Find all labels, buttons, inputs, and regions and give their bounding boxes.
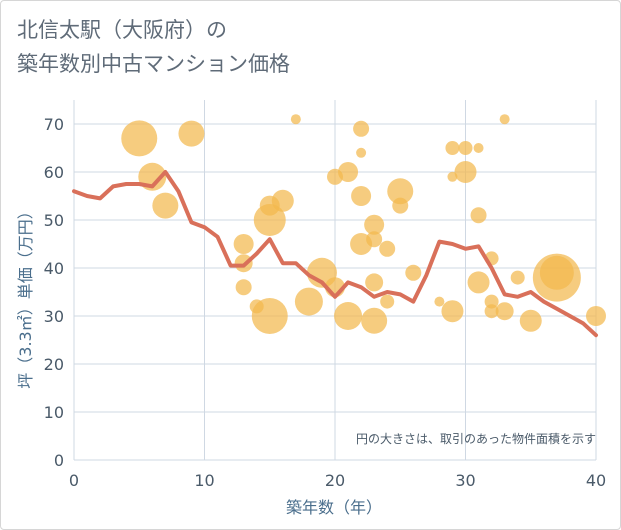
x-tick-label: 20 (325, 471, 345, 490)
bubble-point (294, 287, 323, 316)
x-axis-title: 築年数（年） (286, 498, 382, 517)
bubble-point (586, 306, 606, 326)
bubble-point (473, 143, 484, 153)
bubble-point (532, 253, 581, 302)
bubble-point (405, 264, 422, 281)
bubble-point (364, 214, 385, 235)
y-tick-label: 40 (44, 259, 64, 278)
bubble-point (365, 273, 384, 292)
title-line-2: 築年数別中古マンション価格 (17, 52, 290, 76)
y-axis-title: 坪（3.3㎡）単価（万円） (16, 203, 35, 388)
bubble-point (251, 298, 288, 334)
bubble-point (458, 141, 473, 155)
bubble-point (290, 114, 301, 125)
bubble-point (495, 302, 514, 321)
bubble-point (121, 120, 158, 157)
x-tick-label: 40 (586, 471, 606, 490)
bubble-point (387, 178, 414, 205)
y-axis-ticks: 0 10 20 30 40 50 60 70 (44, 115, 64, 470)
y-tick-label: 70 (44, 115, 64, 134)
y-tick-label: 0 (54, 451, 64, 470)
y-tick-label: 20 (44, 355, 64, 374)
average-price-line (72, 170, 598, 338)
x-tick-label: 30 (455, 471, 475, 490)
bubble-point (233, 234, 254, 254)
bubble-point (235, 279, 252, 296)
bubble-point (361, 307, 388, 334)
bubble-point (434, 296, 445, 307)
bubble-point (356, 147, 367, 158)
bubble-point (178, 120, 205, 147)
bubble-point (392, 197, 409, 214)
bubble-point (253, 204, 286, 236)
bubble-point (467, 271, 490, 294)
y-tick-label: 30 (44, 307, 64, 326)
bubble-point (380, 294, 395, 309)
bubble-point (152, 192, 179, 219)
bubble-point (470, 207, 487, 224)
average-price-line-layer (72, 170, 598, 338)
y-tick-label: 10 (44, 403, 64, 422)
bubble-point (484, 304, 499, 319)
bubble-point (484, 294, 499, 309)
title-line-1: 北信太駅（大阪府）の (17, 18, 227, 42)
bubble-point (379, 240, 396, 257)
y-tick-label: 60 (44, 163, 64, 182)
bubble-point (366, 231, 383, 248)
x-tick-label: 10 (194, 471, 214, 490)
bubble-point (454, 161, 477, 183)
y-tick-label: 50 (44, 211, 64, 230)
bubble-size-note: 円の大きさは、取引のあった物件面積を示す (356, 431, 596, 446)
bubble-point (445, 141, 460, 155)
x-tick-label: 0 (69, 471, 79, 490)
bubble-point (519, 309, 542, 332)
bubble-point (334, 302, 363, 330)
bubble-point (338, 162, 359, 182)
bubble-point (353, 120, 370, 137)
x-axis-ticks: 0 10 20 30 40 (69, 471, 606, 490)
bubble-point (351, 186, 372, 206)
bubble-point (499, 114, 510, 125)
bubble-layer (121, 114, 606, 334)
bubble-point (271, 189, 294, 212)
bubble-point (510, 270, 525, 285)
bubble-point (441, 300, 464, 323)
chart-title: 北信太駅（大阪府）の 築年数別中古マンション価格 (17, 13, 290, 81)
